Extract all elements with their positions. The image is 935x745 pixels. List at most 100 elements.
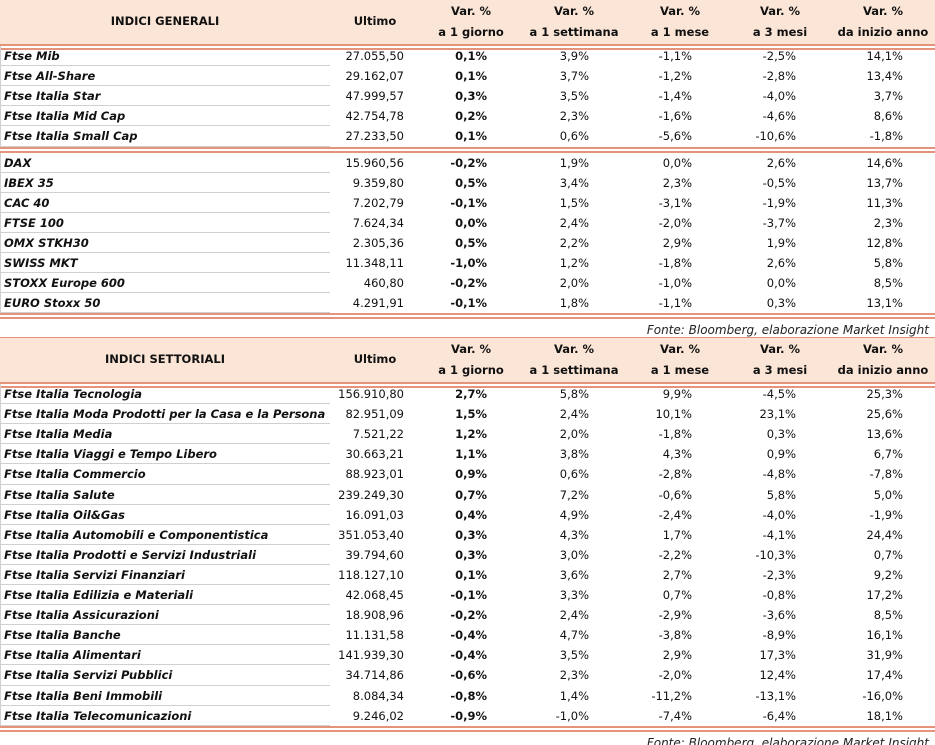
row-line [0, 704, 330, 706]
cell-value: 3,3% [559, 588, 589, 602]
cell-value: 2,3% [559, 109, 589, 124]
cell-value: 8,5% [873, 608, 903, 623]
cell-value: 7.521,22 [352, 427, 404, 442]
header-col: a 3 mesi [752, 363, 808, 377]
row-line [0, 664, 330, 666]
row-name: Ftse Mib [4, 49, 60, 63]
cell-value: -0,2% [450, 276, 487, 291]
cell-value: -4,5% [762, 387, 796, 401]
cell-value: 30.663,21 [345, 447, 404, 462]
group-separator [0, 44, 935, 50]
cell-value: -6,4% [762, 708, 796, 723]
row-line [0, 543, 330, 545]
row-line [0, 252, 330, 253]
row-name: Ftse Italia Telecomunicazioni [4, 708, 192, 723]
cell-value: 0,6% [559, 467, 589, 482]
row-line [0, 312, 330, 314]
row-line [0, 211, 330, 213]
cell-value: 2,2% [559, 235, 589, 250]
cell-value: 10,1% [655, 407, 692, 422]
cell-value: 1,2% [559, 256, 589, 270]
cell-value: -1,0% [658, 276, 692, 291]
cell-value: 88.923,01 [345, 467, 404, 482]
cell-value: 17,4% [866, 668, 903, 683]
cell-value: 5,8% [766, 487, 796, 502]
header-col: a 1 settimana [529, 363, 619, 377]
header-col: Var. % [863, 4, 903, 18]
cell-value: -2,8% [762, 69, 796, 84]
header-col: Var. % [660, 4, 700, 18]
cell-value: 27.055,50 [345, 49, 404, 63]
cell-value: 14,1% [866, 49, 903, 63]
cell-value: -2,4% [658, 507, 692, 522]
source-note: Fonte: Bloomberg, elaborazione Market In… [646, 323, 929, 338]
row-line [0, 624, 330, 626]
row-line [0, 105, 330, 107]
cell-value: 0,5% [455, 235, 487, 250]
cell-value: -0,4% [450, 628, 487, 643]
row-name: Ftse Italia Media [4, 427, 113, 442]
group-separator [0, 382, 935, 388]
cell-value: 0,1% [455, 567, 487, 582]
cell-value: -1,4% [658, 89, 692, 104]
table-bottom-line [0, 725, 935, 732]
cell-value: 0,3% [455, 547, 487, 562]
row-name: Ftse Italia Servizi Pubblici [4, 668, 173, 683]
row-line [0, 523, 330, 525]
header-bg [0, 0, 935, 44]
cell-value: 27.233,50 [345, 129, 404, 144]
row-name: Ftse Italia Tecnologia [4, 387, 143, 401]
cell-value: 9,9% [662, 387, 692, 401]
cell-value: 1,1% [455, 447, 487, 462]
row-line [0, 65, 330, 67]
cell-value: 1,2% [455, 427, 487, 442]
row-name: Ftse Italia Alimentari [4, 648, 141, 663]
table-bottom-line [0, 313, 935, 320]
row-name: Ftse Italia Viaggi e Tempo Libero [4, 447, 217, 462]
row-line [0, 423, 330, 425]
cell-value: 4,9% [559, 507, 589, 522]
row-line [0, 403, 330, 405]
cell-value: 18.908,96 [345, 608, 404, 623]
header-ultimo: Ultimo [353, 14, 397, 28]
cell-value: -3,7% [762, 215, 796, 230]
cell-value: 0,1% [455, 49, 487, 63]
row-line [0, 443, 330, 445]
cell-value: 14,6% [866, 155, 903, 170]
cell-value: 1,4% [559, 688, 589, 703]
cell-value: 2,9% [662, 235, 692, 250]
cell-value: 2.305,36 [352, 235, 404, 250]
cell-value: 2,7% [662, 567, 692, 582]
cell-value: 0,3% [766, 296, 796, 311]
header-col: Var. % [554, 4, 594, 18]
cell-value: -4,0% [762, 89, 796, 104]
cell-value: 2,6% [766, 256, 796, 270]
cell-value: -0,5% [762, 175, 796, 190]
header-title: INDICI SETTORIALI [105, 352, 225, 366]
row-name: CAC 40 [4, 195, 50, 210]
cell-value: -1,0% [450, 256, 487, 270]
row-name: IBEX 35 [4, 175, 54, 190]
row-name: EURO Stoxx 50 [4, 296, 101, 311]
cell-value: 239.249,30 [338, 487, 404, 502]
row-name: Ftse Italia Servizi Finanziari [4, 567, 185, 582]
cell-value: 4,7% [559, 628, 589, 643]
cell-value: 1,7% [662, 527, 692, 542]
cell-value: 7.624,34 [352, 215, 404, 230]
cell-value: -1,6% [658, 109, 692, 124]
row-line [0, 724, 330, 726]
cell-value: -4,6% [762, 109, 796, 124]
header-col: Var. % [760, 342, 800, 356]
cell-value: 39.794,60 [345, 547, 404, 562]
cell-value: 0,3% [766, 427, 796, 442]
cell-value: 8.084,34 [352, 688, 404, 703]
cell-value: 141.939,30 [338, 648, 404, 663]
cell-value: 1,8% [559, 296, 589, 311]
header-col: a 1 mese [650, 25, 710, 39]
cell-value: -2,9% [658, 608, 692, 623]
cell-value: 7,2% [559, 487, 589, 502]
cell-value: -5,6% [658, 129, 692, 144]
header-col: Var. % [760, 4, 800, 18]
cell-value: 11.131,58 [345, 628, 404, 643]
